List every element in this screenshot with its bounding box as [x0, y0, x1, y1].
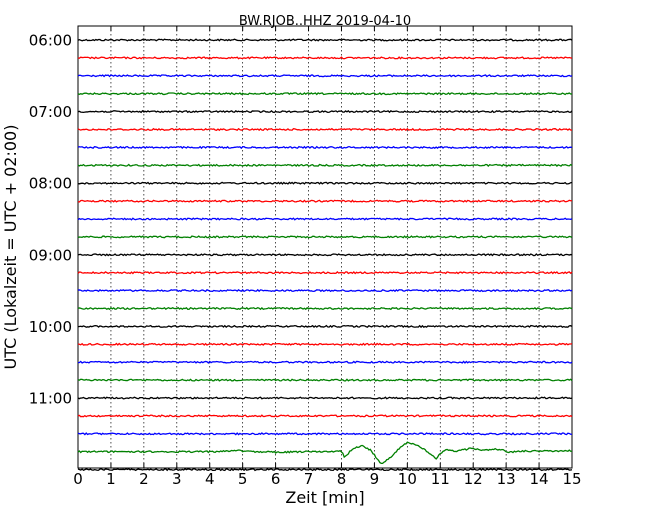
y-tick-label: 09:00 — [29, 246, 72, 264]
x-tick-label: 5 — [238, 470, 248, 488]
x-tick-label: 15 — [562, 470, 581, 488]
trace-line — [77, 199, 573, 203]
traces — [77, 38, 573, 472]
trace-line — [77, 271, 573, 275]
trace-line — [77, 217, 573, 221]
x-tick-label: 10 — [398, 470, 417, 488]
trace-line — [77, 324, 573, 329]
trace-line — [77, 467, 573, 472]
x-axis-label: Zeit [min] — [285, 488, 364, 507]
trace-line — [77, 306, 573, 311]
trace-line — [77, 441, 573, 465]
grid-lines — [110, 26, 540, 468]
x-tick-label: 0 — [73, 470, 83, 488]
x-tick-label: 13 — [497, 470, 516, 488]
y-tick-label: 08:00 — [29, 175, 72, 193]
trace-line — [77, 163, 573, 167]
x-tick-label: 4 — [205, 470, 215, 488]
x-tick-label: 7 — [304, 470, 314, 488]
trace-line — [77, 414, 573, 418]
y-tick-label: 11:00 — [29, 390, 72, 408]
trace-line — [77, 56, 573, 60]
x-tick-label: 6 — [271, 470, 281, 488]
trace-line — [77, 288, 573, 293]
trace-line — [77, 235, 573, 239]
y-axis: 06:00 07:00 08:00 09:00 10:00 11:00 — [29, 32, 72, 408]
x-tick-label: 12 — [464, 470, 483, 488]
x-tick-label: 11 — [431, 470, 450, 488]
trace-line — [77, 92, 573, 96]
x-tick-label: 3 — [172, 470, 182, 488]
x-axis: 0 1 2 3 4 5 6 7 8 9 10 11 12 13 14 15 — [73, 26, 582, 488]
chart-title: BW.RJOB..HHZ 2019-04-10 — [239, 14, 411, 29]
y-axis-label: UTC (Lokalzeit = UTC + 02:00) — [1, 125, 20, 370]
trace-line — [77, 342, 573, 346]
y-tick-label: 07:00 — [29, 103, 72, 121]
trace-line — [77, 432, 573, 436]
trace-line — [77, 253, 573, 257]
x-tick-label: 8 — [337, 470, 347, 488]
y-tick-label: 10:00 — [29, 318, 72, 336]
x-tick-label: 9 — [370, 470, 380, 488]
trace-line — [77, 360, 573, 364]
trace-line — [77, 378, 573, 382]
trace-line — [77, 38, 573, 42]
trace-line — [77, 74, 573, 78]
plot-frame — [77, 25, 573, 469]
y-tick-label: 06:00 — [29, 32, 72, 50]
x-tick-label: 1 — [106, 470, 116, 488]
x-tick-label: 2 — [139, 470, 149, 488]
trace-line — [77, 396, 573, 400]
trace-line — [77, 145, 573, 150]
x-tick-label: 14 — [530, 470, 549, 488]
trace-line — [77, 181, 573, 185]
trace-line — [77, 127, 573, 132]
trace-line — [77, 109, 573, 114]
